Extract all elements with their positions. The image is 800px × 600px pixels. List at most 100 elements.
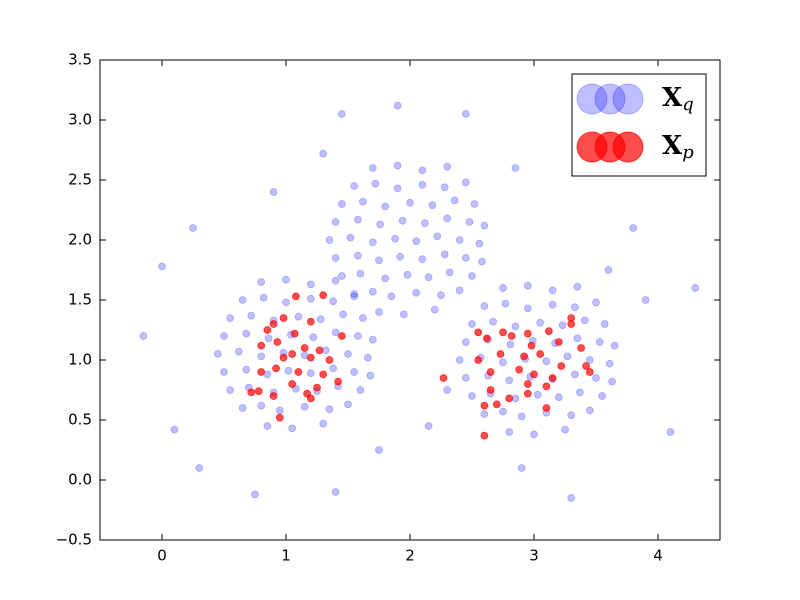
data-point [189,224,197,232]
data-point [247,311,256,320]
data-point [536,318,545,327]
data-point [461,254,470,262]
data-point [306,394,315,403]
data-point [592,374,600,382]
data-point [501,299,510,308]
data-point [437,291,445,300]
y-tick-label: −0.5 [56,531,92,549]
data-point [523,304,532,313]
x-tick-label: 4 [653,547,663,565]
data-point [263,422,272,430]
data-point [337,272,346,280]
data-point [461,178,470,187]
data-point [585,406,594,415]
data-point [375,446,383,454]
data-point [325,236,334,244]
data-point [350,290,359,298]
data-point [474,356,483,364]
data-point [523,389,532,398]
data-point [443,162,452,171]
data-point [424,422,433,430]
data-point [554,338,563,346]
data-point [294,312,303,321]
data-point [300,344,309,352]
data-point [269,320,278,328]
data-point [306,317,315,326]
data-point [492,400,501,409]
data-point [257,401,266,410]
data-point [585,368,594,376]
y-tick-label: 0.0 [68,471,92,489]
data-point [292,292,300,301]
data-point [515,365,524,374]
legend-marker [612,131,644,163]
data-point [354,332,362,340]
data-point [398,216,407,225]
data-point [480,302,489,310]
legend-label: Xq [662,83,694,115]
data-point [319,370,328,379]
data-point [523,281,532,290]
data-point [406,198,414,207]
data-point [220,332,228,340]
data-point [226,386,235,394]
data-point [376,220,385,229]
data-point [282,298,290,307]
data-point [542,382,551,391]
data-point [356,386,365,394]
data-point [316,315,325,324]
data-point [344,350,352,358]
data-point [399,310,408,319]
data-point [475,239,484,248]
data-point [170,425,179,434]
data-point [592,298,600,307]
data-point [412,288,421,297]
data-point [412,237,421,246]
data-point [350,182,359,190]
data-point [259,293,268,302]
data-point [363,353,372,362]
data-point [354,215,362,224]
data-point [424,273,433,282]
data-point [139,332,148,340]
data-point [461,110,470,118]
data-point [548,374,557,382]
data-point [420,219,429,228]
data-point [461,338,470,346]
data-point [325,405,334,414]
data-point [445,268,454,277]
y-tick-label: 1.5 [68,291,92,309]
data-point [474,328,483,337]
data-point [381,274,390,283]
data-point [418,255,427,264]
data-point [294,368,303,376]
data-point [455,286,464,295]
data-point [499,328,507,337]
data-point [331,328,340,337]
data-point [571,303,579,312]
data-point [517,464,526,472]
data-point [567,494,576,502]
data-point [257,341,266,350]
data-point [455,236,464,244]
data-point [536,350,545,358]
legend-marker [576,83,608,115]
data-point [433,232,442,241]
data-point [527,341,536,350]
data-point [396,252,404,261]
data-point [350,368,359,376]
data-point [443,386,452,394]
data-point [375,308,383,316]
data-point [598,392,607,400]
data-point [269,188,278,196]
data-point [238,404,247,412]
data-point [575,388,584,397]
y-tick-label: 1.0 [68,351,92,369]
data-point [505,394,514,403]
data-point [486,386,495,394]
data-point [257,278,266,286]
data-point [337,332,346,340]
data-point [391,234,400,243]
data-point [542,404,551,412]
data-point [272,364,280,373]
